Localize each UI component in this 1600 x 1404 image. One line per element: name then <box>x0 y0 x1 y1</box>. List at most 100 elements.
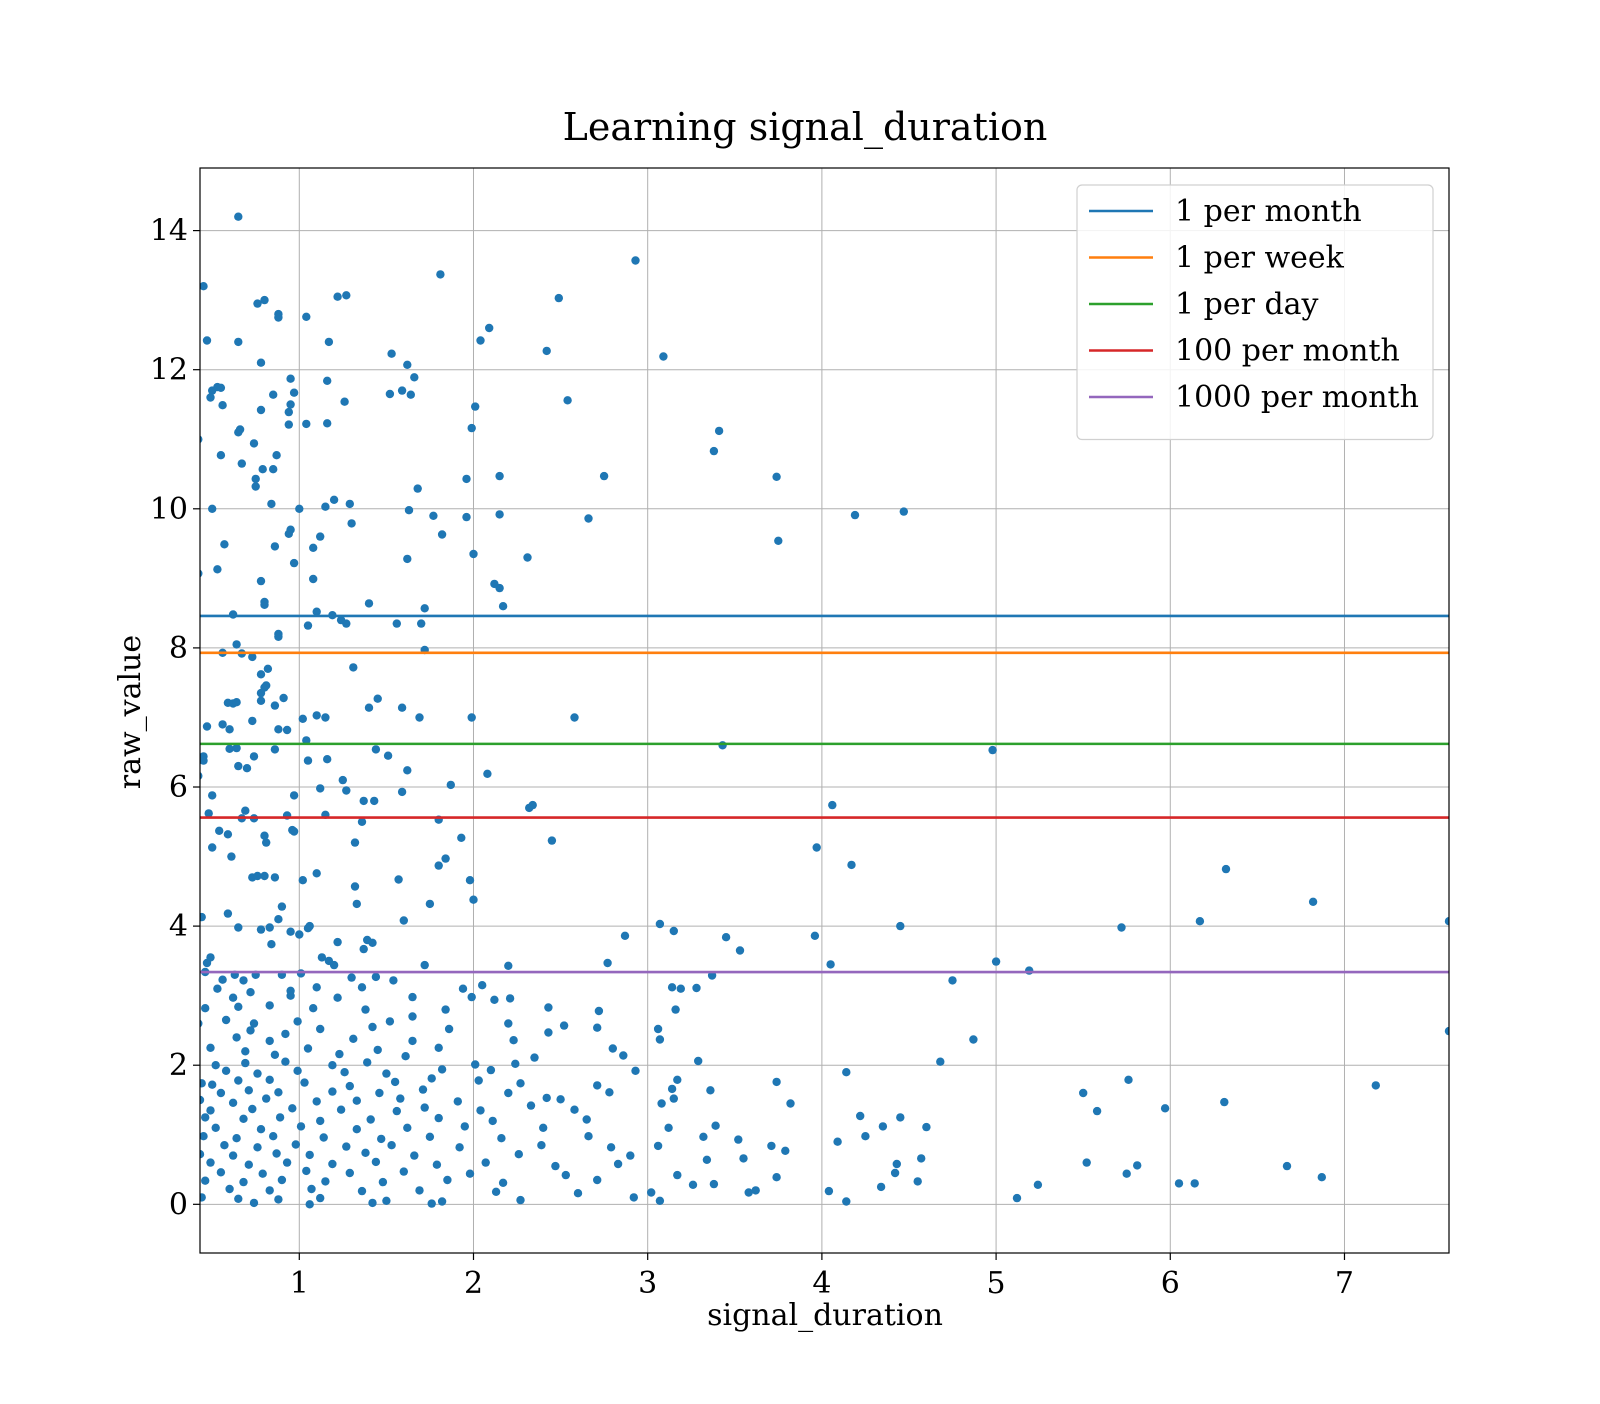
data-point <box>655 919 665 929</box>
legend-label: 1000 per month <box>1175 380 1419 415</box>
data-point <box>418 1085 428 1094</box>
data-point <box>323 376 332 385</box>
data-point <box>200 569 203 578</box>
data-point <box>317 953 327 962</box>
data-point <box>471 402 480 411</box>
data-point <box>347 519 356 528</box>
data-point <box>573 1189 583 1198</box>
data-point <box>1025 966 1034 975</box>
data-point <box>211 1123 220 1133</box>
data-point <box>1133 1161 1142 1170</box>
data-point <box>269 465 278 474</box>
data-point <box>375 1088 384 1098</box>
data-point <box>608 1044 617 1053</box>
data-point <box>286 991 295 1000</box>
data-point <box>206 953 215 962</box>
data-point <box>303 1044 313 1053</box>
data-point <box>234 212 243 221</box>
data-point <box>514 1150 523 1159</box>
data-point <box>265 923 274 932</box>
data-point <box>370 796 379 806</box>
data-point <box>1012 1193 1022 1203</box>
data-point <box>373 694 382 703</box>
data-point <box>397 703 407 712</box>
data-point <box>899 507 908 516</box>
data-point <box>667 983 677 992</box>
data-point <box>359 944 368 954</box>
data-point <box>382 1196 391 1206</box>
data-point <box>483 769 492 778</box>
data-point <box>373 1045 382 1055</box>
data-point <box>352 1096 361 1105</box>
data-point <box>249 1198 259 1208</box>
data-point <box>274 725 283 734</box>
data-point <box>234 761 243 771</box>
data-point <box>1122 1169 1131 1178</box>
data-point <box>316 1024 325 1034</box>
data-point <box>436 270 445 279</box>
data-point <box>232 1134 241 1143</box>
data-point <box>486 1065 496 1075</box>
data-point <box>554 293 563 303</box>
x-tick-label: 4 <box>812 1266 831 1301</box>
data-point <box>469 895 478 904</box>
data-point <box>269 390 278 399</box>
data-point <box>511 1059 520 1069</box>
data-point <box>653 1024 663 1034</box>
data-point <box>242 764 252 773</box>
data-point <box>216 1088 226 1098</box>
data-point <box>200 756 208 765</box>
data-point <box>361 1005 370 1014</box>
data-point <box>526 1101 536 1110</box>
data-point <box>485 323 494 333</box>
data-point <box>253 871 262 881</box>
data-point <box>878 1122 888 1131</box>
data-point <box>542 1093 551 1103</box>
data-point <box>225 725 234 734</box>
data-point <box>269 1132 278 1141</box>
y-axis-label: raw_value <box>113 635 148 789</box>
data-point <box>659 352 668 361</box>
y-tick-label: 12 <box>150 353 188 388</box>
data-point <box>208 843 217 852</box>
data-point <box>241 806 250 815</box>
data-point <box>594 1006 604 1016</box>
data-point <box>223 830 233 839</box>
data-point <box>201 1004 210 1013</box>
data-point <box>397 386 407 395</box>
x-tick-label: 3 <box>638 1266 657 1301</box>
data-point <box>364 703 374 712</box>
data-point <box>216 1168 226 1177</box>
data-point <box>235 425 245 434</box>
data-point <box>265 1036 274 1046</box>
data-point <box>605 1088 614 1097</box>
data-point <box>312 869 321 878</box>
data-point <box>218 401 227 410</box>
data-point <box>429 511 438 520</box>
data-point <box>232 743 241 753</box>
data-point <box>246 1026 255 1035</box>
data-point <box>206 1043 215 1053</box>
data-point <box>256 670 266 679</box>
data-point <box>1117 923 1126 932</box>
data-point <box>263 664 273 673</box>
data-point <box>228 610 238 619</box>
data-point <box>305 921 314 931</box>
legend: 1 per month 1 per week 1 per day 100 per mo… <box>1076 184 1434 441</box>
data-point <box>256 1125 266 1134</box>
data-point <box>498 1178 508 1188</box>
data-point <box>267 940 276 949</box>
data-point <box>248 652 257 662</box>
data-point <box>345 499 354 509</box>
data-point <box>387 349 396 358</box>
data-point <box>309 543 318 552</box>
data-point <box>410 1151 419 1160</box>
data-point <box>462 512 471 522</box>
data-point <box>319 1133 328 1142</box>
data-point <box>593 1023 602 1032</box>
data-point <box>272 1149 281 1158</box>
data-point <box>206 1158 215 1167</box>
data-point <box>542 346 551 356</box>
data-point <box>223 909 233 918</box>
data-point <box>631 1066 640 1076</box>
